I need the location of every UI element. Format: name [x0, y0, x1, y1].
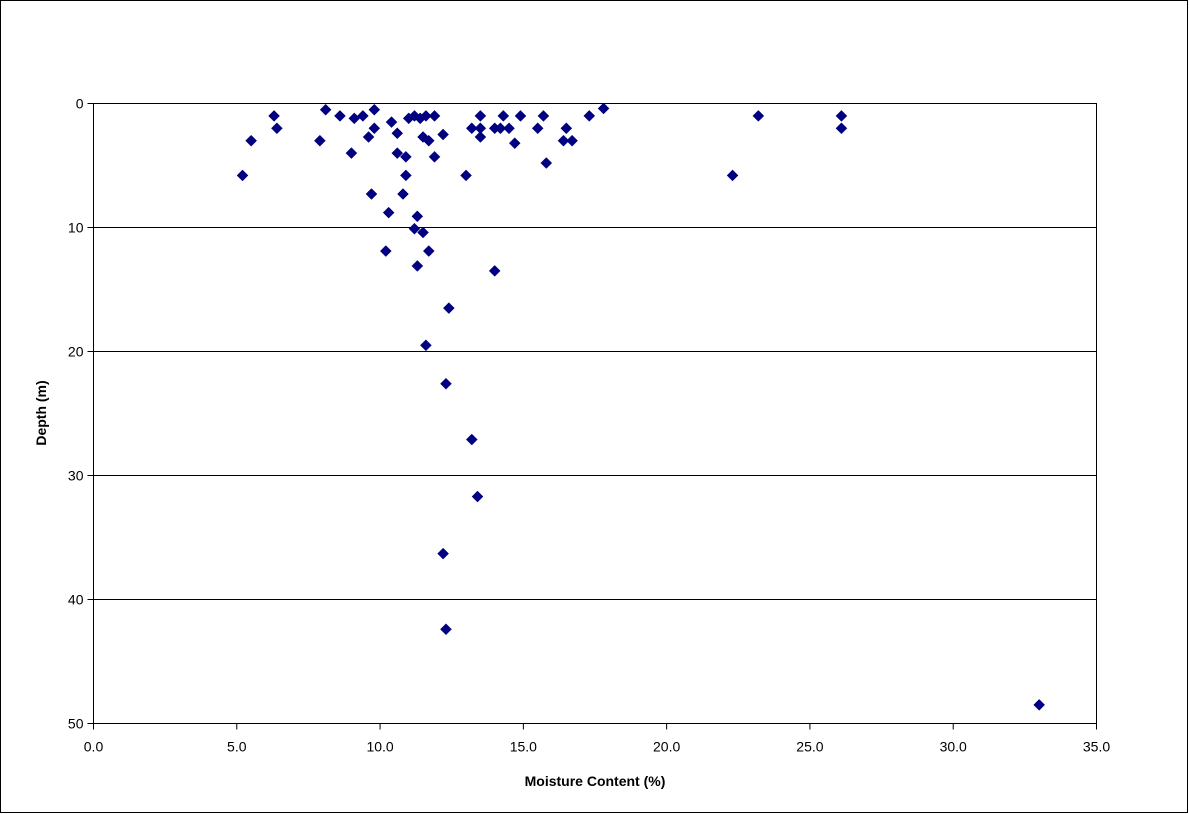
data-point	[368, 103, 381, 116]
x-tick-label: 30.0	[940, 739, 967, 755]
data-point	[540, 157, 553, 169]
data-point	[465, 433, 478, 446]
data-point	[365, 188, 378, 200]
data-point	[391, 127, 404, 140]
y-tick-label: 20	[68, 344, 84, 360]
data-point	[236, 169, 249, 182]
data-point	[385, 116, 398, 128]
data-point	[440, 377, 452, 390]
data-point	[474, 131, 487, 143]
data-point	[566, 134, 578, 147]
data-point	[379, 245, 392, 257]
data-point	[460, 169, 472, 182]
y-tick-label: 50	[68, 716, 84, 732]
x-axis-ticks: 0.0 5.0 10.0 15.0 20.0 25.0 30.0 35.0	[84, 723, 1110, 755]
data-point	[417, 226, 429, 239]
data-point	[411, 210, 424, 223]
y-tick-label: 30	[68, 468, 84, 484]
x-tick-label: 25.0	[796, 739, 823, 755]
data-point	[508, 137, 521, 150]
x-tick-label: 15.0	[510, 739, 537, 755]
data-point	[514, 110, 527, 122]
data-point	[497, 110, 510, 122]
y-tick-label: 0	[76, 96, 84, 112]
x-tick-label: 5.0	[227, 739, 247, 755]
data-point	[428, 110, 441, 122]
data-point	[268, 110, 280, 122]
data-point	[531, 122, 544, 135]
data-point	[835, 110, 848, 122]
data-point	[503, 122, 515, 135]
data-point	[245, 134, 257, 147]
data-point	[400, 150, 412, 163]
y-axis-ticks: 0 10 20 30 40 50	[68, 96, 94, 732]
data-point	[428, 150, 441, 163]
data-point	[408, 222, 421, 235]
data-point	[314, 134, 326, 147]
data-point	[420, 110, 432, 122]
data-point	[752, 110, 765, 122]
x-tick-label: 0.0	[84, 739, 104, 755]
data-point	[597, 102, 610, 115]
y-tick-label: 40	[68, 592, 84, 608]
data-point	[382, 206, 395, 219]
x-axis-title: Moisture Content (%)	[525, 773, 666, 789]
x-tick-label: 10.0	[366, 739, 393, 755]
data-point	[362, 131, 375, 143]
data-point	[437, 547, 449, 560]
data-point	[471, 490, 484, 503]
data-point	[1033, 699, 1046, 711]
data-point	[440, 623, 452, 636]
data-point	[411, 260, 424, 272]
data-point	[420, 339, 432, 352]
data-point	[319, 103, 332, 116]
data-point	[271, 122, 283, 135]
data-point	[835, 122, 848, 135]
data-point	[397, 188, 409, 200]
data-point	[442, 302, 455, 314]
x-tick-label: 35.0	[1083, 739, 1110, 755]
plot-area	[93, 103, 1097, 724]
data-point	[422, 134, 435, 147]
data-point	[537, 110, 550, 122]
data-point	[474, 110, 487, 122]
data-point	[494, 122, 507, 135]
grid-lines	[93, 227, 1097, 600]
data-point	[437, 128, 449, 141]
data-point	[391, 147, 404, 159]
data-point	[557, 134, 570, 147]
data-point	[726, 169, 739, 182]
y-axis-title: Depth (m)	[33, 380, 49, 445]
data-point	[560, 122, 573, 135]
data-point	[368, 122, 381, 135]
data-point	[334, 110, 346, 122]
data-point	[357, 110, 369, 122]
data-point	[465, 122, 478, 135]
data-point	[400, 169, 412, 182]
data-point	[583, 110, 596, 122]
data-point	[488, 265, 501, 277]
data-points	[236, 102, 1046, 711]
data-point	[345, 147, 358, 159]
x-tick-label: 20.0	[653, 739, 680, 755]
data-point	[422, 245, 435, 257]
y-tick-label: 10	[68, 220, 84, 236]
